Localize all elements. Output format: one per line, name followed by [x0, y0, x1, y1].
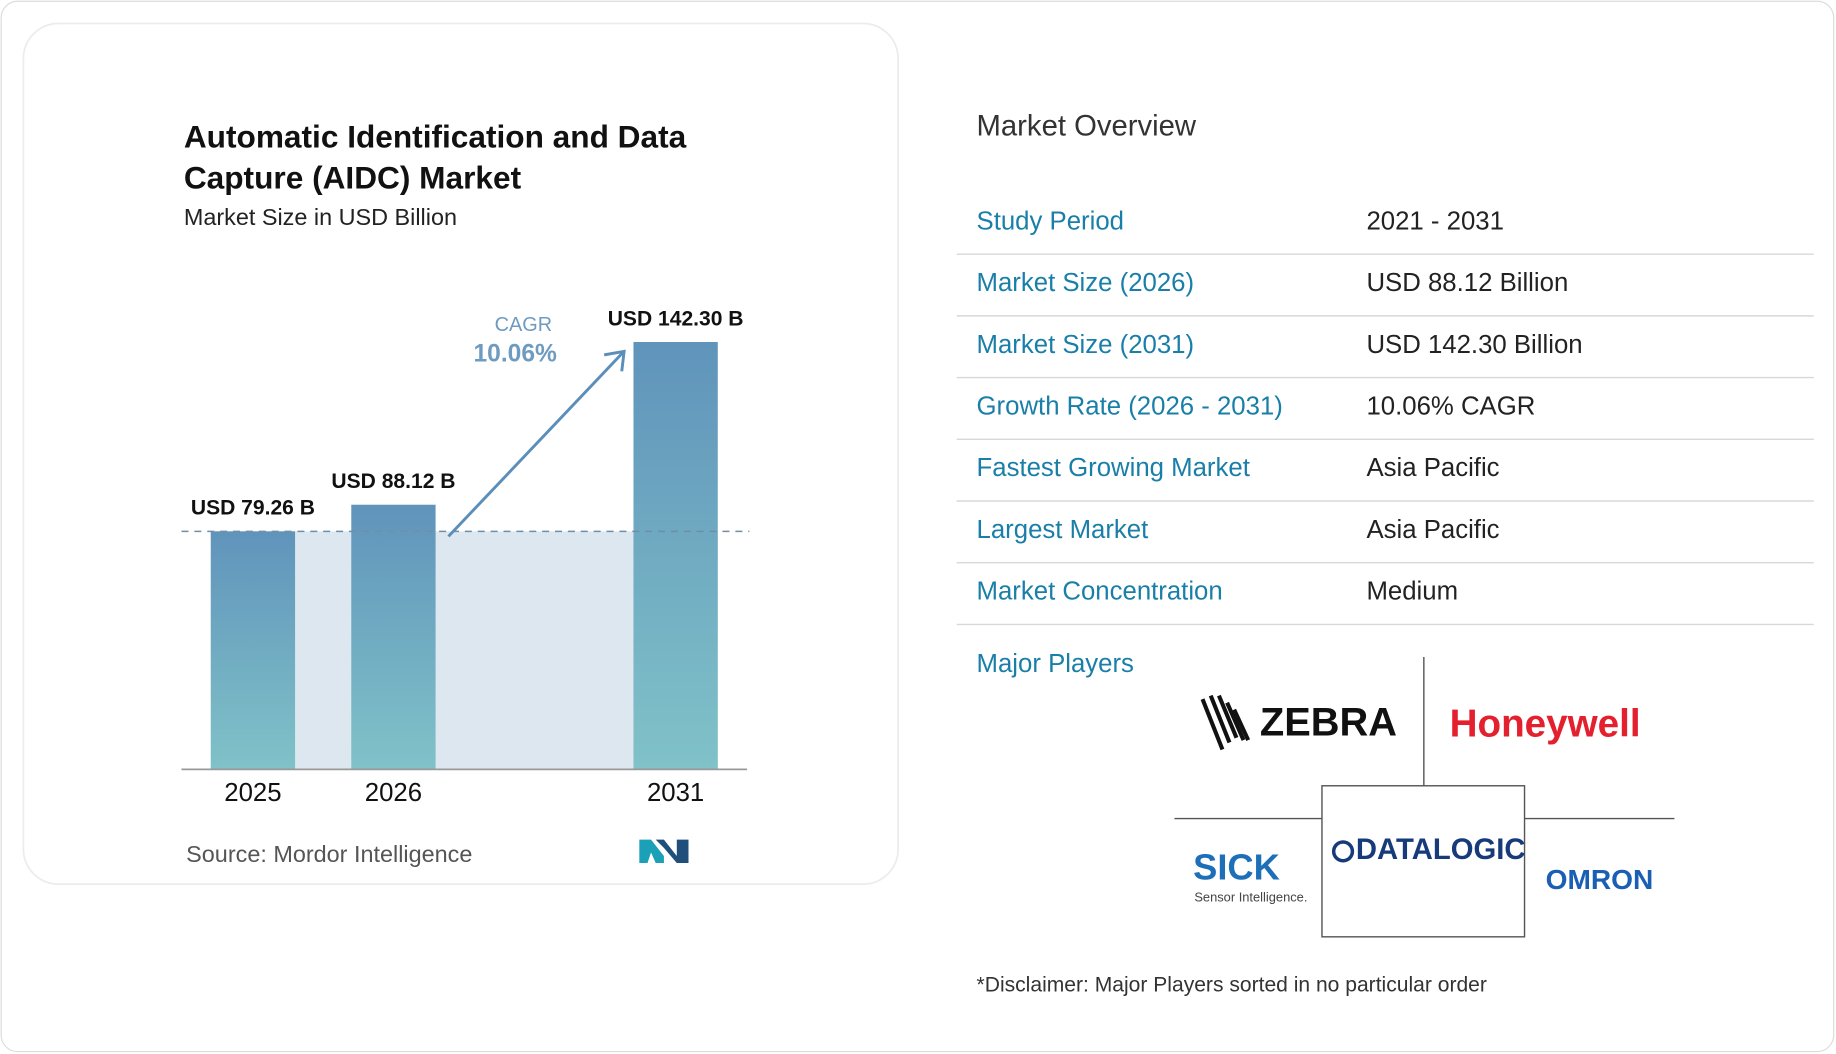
- cagr-value: 10.06%: [474, 340, 558, 367]
- row-value: 10.06% CAGR: [1366, 392, 1535, 420]
- value-label: USD 79.26 B: [191, 497, 315, 520]
- row-label: Market Size (2026): [977, 269, 1195, 297]
- row-label: Largest Market: [977, 516, 1149, 544]
- disclaimer: *Disclaimer: Major Players sorted in no …: [977, 974, 1487, 997]
- plot: USD 79.26 B 2025 USD 88.12 B 2026 USD 142.30…: [181, 307, 750, 807]
- x-tick-label: 2025: [224, 779, 281, 807]
- x-tick-label: 2031: [647, 779, 704, 807]
- row-label: Growth Rate (2026 - 2031): [977, 392, 1283, 420]
- row-label: Market Size (2031): [977, 331, 1195, 359]
- source: Source: Mordor Intelligence: [186, 841, 472, 867]
- reference-area: [210, 531, 718, 770]
- value-label: USD 88.12 B: [331, 470, 455, 493]
- title-wrap: Automatic Identification and Data Captur…: [183, 119, 687, 196]
- logo-honeywell: Honeywell: [1450, 702, 1641, 745]
- bar: [210, 531, 296, 770]
- logo-omron: OMRON: [1546, 864, 1654, 895]
- row-value: Medium: [1366, 578, 1458, 606]
- chart-title: Automatic Identification and Data Captur…: [183, 119, 687, 196]
- datalogic-icon: [1331, 840, 1355, 863]
- row-label: Market Concentration: [977, 578, 1223, 606]
- x-tick-label: 2026: [365, 779, 422, 807]
- bar: [633, 341, 718, 770]
- cagr-label: CAGR: [495, 314, 552, 336]
- row-value: USD 142.30 Billion: [1366, 331, 1582, 359]
- row-value: USD 88.12 Billion: [1366, 269, 1568, 297]
- row-value: 2021 - 2031: [1366, 207, 1503, 235]
- logo-sick: SICK: [1193, 847, 1280, 888]
- bar: [351, 504, 436, 770]
- players-title: Major Players: [977, 650, 1134, 678]
- brand-logo: [639, 839, 689, 864]
- overview-table: Study Period 2021 - 2031 Market Size (2026…: [956, 207, 1814, 626]
- row-label: Study Period: [977, 207, 1124, 235]
- value-label: USD 142.30 B: [608, 307, 744, 330]
- logo-datalogic: DATALOGIC: [1356, 834, 1526, 866]
- logo-sick-tagline: Sensor Intelligence.: [1194, 890, 1307, 905]
- row-label: Fastest Growing Market: [977, 454, 1250, 482]
- cagr-arrow: [447, 349, 626, 538]
- logo-zebra: ZEBRA: [1260, 700, 1397, 744]
- logo-grid: [1174, 656, 1675, 938]
- row-value: Asia Pacific: [1366, 454, 1499, 482]
- zebra-icon: [1200, 694, 1251, 751]
- chart-subtitle: Market Size in USD Billion: [184, 204, 457, 230]
- overview-title: Market Overview: [977, 110, 1197, 142]
- row-value: Asia Pacific: [1366, 516, 1499, 544]
